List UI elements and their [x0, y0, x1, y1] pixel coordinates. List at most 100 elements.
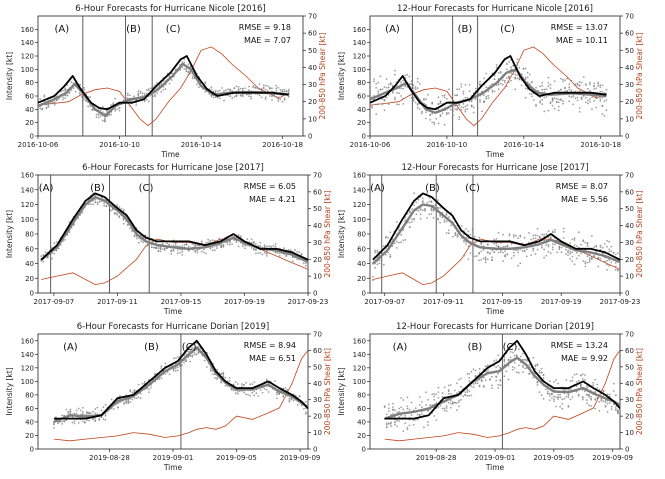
ensemble-point: [252, 242, 255, 244]
ensemble-point: [218, 97, 221, 100]
ensemble-point: [145, 98, 148, 101]
ensemble-point: [522, 364, 524, 367]
ensemble-point: [274, 251, 277, 254]
ensemble-point: [493, 251, 496, 253]
ensemble-point: [158, 378, 161, 380]
ensemble-point: [604, 399, 607, 402]
ensemble-point: [45, 107, 48, 110]
ensemble-point: [137, 90, 140, 92]
ensemble-point: [497, 251, 500, 254]
ensemble-point: [191, 355, 194, 358]
ensemble-point: [137, 94, 140, 97]
ensemble-point: [380, 259, 383, 262]
ensemble-point: [300, 252, 303, 255]
ensemble-point: [495, 66, 498, 69]
ensemble-point: [65, 419, 68, 422]
ensemble-point: [485, 86, 488, 89]
ensemble-point: [519, 234, 522, 237]
ensemble-point: [466, 391, 469, 393]
ensemble-point: [450, 224, 452, 227]
x-tick-label: 2017-09-11: [423, 298, 464, 306]
ensemble-point: [568, 88, 571, 91]
ensemble-point: [559, 393, 561, 396]
ensemble-point: [226, 243, 229, 246]
ensemble-point: [38, 99, 39, 102]
chart-title: 12-Hour Forecasts for Hurricane Dorian […: [396, 322, 594, 332]
ensemble-point: [437, 199, 439, 202]
ensemble-point: [385, 422, 388, 424]
ensemble-point: [425, 103, 427, 106]
ensemble-point: [586, 386, 588, 389]
ensemble-point: [398, 92, 400, 95]
y-axis-label: Intensity [kt]: [337, 367, 346, 415]
ensemble-point: [404, 74, 407, 77]
ensemble-point: [395, 221, 398, 223]
ensemble-point: [569, 250, 572, 253]
ensemble-point: [515, 354, 518, 357]
ensemble-point: [92, 203, 95, 206]
chart-panel-3: 6-Hour Forecasts for Hurricane Jose [201…: [5, 163, 332, 316]
ensemble-point: [505, 370, 508, 373]
ensemble-point: [191, 354, 194, 357]
ensemble-point: [277, 98, 280, 100]
ensemble-point: [98, 200, 101, 203]
ensemble-point: [617, 411, 619, 414]
ensemble-point: [468, 394, 471, 397]
ensemble-point: [209, 239, 212, 242]
ensemble-point: [392, 402, 394, 405]
ensemble-point: [123, 401, 125, 404]
ensemble-point: [557, 382, 559, 385]
ensemble-point: [418, 108, 421, 110]
ensemble-point: [137, 383, 140, 386]
ensemble-point: [216, 90, 219, 92]
ensemble-point: [564, 86, 566, 89]
ensemble-point: [466, 104, 469, 107]
ensemble-point: [584, 265, 587, 268]
ensemble-point: [289, 249, 292, 252]
ensemble-point: [232, 389, 235, 392]
ensemble-point: [418, 404, 421, 406]
ensemble-point: [256, 87, 259, 90]
ensemble-point: [212, 96, 215, 99]
ensemble-point: [464, 391, 467, 393]
ensemble-point: [458, 116, 461, 118]
ensemble-point: [390, 413, 392, 416]
ensemble-point: [458, 378, 460, 381]
ensemble-point: [283, 90, 286, 93]
y2-tick-label: 30: [308, 81, 317, 89]
ensemble-point: [385, 413, 388, 416]
ensemble-point: [97, 113, 100, 116]
ensemble-point: [528, 73, 531, 76]
ensemble-point: [472, 106, 475, 109]
ensemble-point: [53, 252, 56, 255]
ensemble-point: [554, 231, 556, 233]
phase-label: (B): [468, 342, 483, 353]
ensemble-point: [192, 243, 194, 246]
ensemble-point: [486, 243, 489, 246]
ensemble-point: [157, 250, 160, 253]
ensemble-point: [421, 209, 424, 212]
ensemble-point: [396, 92, 398, 94]
ensemble-point: [187, 249, 190, 252]
ensemble-point: [534, 237, 537, 240]
ensemble-point: [402, 239, 405, 242]
ensemble-point: [398, 420, 401, 422]
ensemble-point: [81, 420, 84, 423]
ensemble-point: [553, 381, 555, 383]
ensemble-point: [172, 357, 175, 360]
ensemble-point: [601, 105, 604, 108]
ensemble-point: [524, 87, 527, 90]
y2-axis-label: 200-850 hPa Shear [kt]: [323, 190, 332, 277]
ensemble-point: [252, 85, 255, 87]
ensemble-point: [561, 403, 564, 405]
ensemble-point: [416, 418, 419, 421]
ensemble-point: [493, 78, 496, 80]
ensemble-point: [493, 242, 496, 245]
ensemble-point: [543, 88, 546, 91]
ensemble-point: [545, 254, 548, 257]
ensemble-point: [81, 96, 83, 98]
ensemble-point: [516, 61, 519, 64]
ensemble-point: [513, 354, 516, 357]
ensemble-point: [575, 245, 578, 248]
ensemble-point: [94, 412, 97, 415]
